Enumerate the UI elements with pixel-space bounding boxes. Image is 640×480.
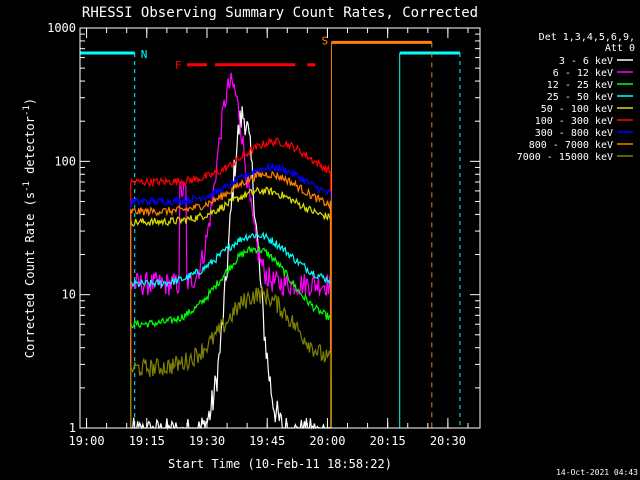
- legend-entry-label: 100 - 300 keV: [535, 116, 613, 127]
- y-tick-label: 100: [54, 154, 76, 168]
- chart-title: RHESSI Observing Summary Count Rates, Co…: [82, 5, 478, 21]
- series-line: [130, 245, 332, 429]
- series-line: [130, 286, 332, 429]
- flare-label: F: [175, 59, 182, 72]
- x-axis-label: Start Time (10-Feb-11 18:58:22): [168, 457, 392, 471]
- series-line: [130, 161, 332, 429]
- series-line: [130, 186, 332, 429]
- timestamp: 14-Oct-2021 04:43: [556, 468, 638, 477]
- x-tick-label: 19:00: [68, 434, 104, 448]
- x-tick-label: 19:30: [189, 434, 225, 448]
- y-axis: 1 10 100 1000: [47, 21, 480, 435]
- legend-entry-label: 300 - 800 keV: [535, 128, 613, 139]
- x-tick-label: 20:00: [309, 434, 345, 448]
- series-line: [130, 72, 332, 429]
- y-tick-label: 10: [62, 288, 76, 302]
- legend-entry-label: 7000 - 15000 keV: [517, 152, 613, 163]
- legend-entry-label: 50 - 100 keV: [541, 104, 613, 115]
- legend-entry-label: 3 - 6 keV: [559, 56, 613, 67]
- y-tick-label: 1: [69, 421, 76, 435]
- legend-entry-label: 800 - 7000 keV: [529, 140, 613, 151]
- x-axis: 19:00 19:15 19:30 19:45 20:00 20:15 20:30: [68, 28, 469, 448]
- y-axis-label: Corrected Count Rate (s-1 detector-1): [22, 98, 37, 358]
- x-tick-label: 19:15: [129, 434, 165, 448]
- legend-entry-label: 6 - 12 keV: [553, 68, 613, 79]
- saa-label: S: [321, 34, 328, 47]
- series-line: [130, 136, 332, 429]
- plot-frame: [79, 27, 481, 429]
- plot-area: N S F: [80, 34, 461, 431]
- x-tick-label: 20:15: [370, 434, 406, 448]
- night-label: N: [141, 48, 148, 61]
- x-tick-label: 20:30: [430, 434, 466, 448]
- legend-entry-label: 12 - 25 keV: [547, 80, 613, 91]
- legend-entry-label: 25 - 50 keV: [547, 92, 613, 103]
- legend-header: Att 0: [605, 43, 635, 54]
- legend-header: Det 1,3,4,5,6,9,: [539, 32, 635, 43]
- series-line: [130, 231, 332, 429]
- x-tick-label: 19:45: [249, 434, 285, 448]
- y-tick-label: 1000: [47, 21, 76, 35]
- series-line: [130, 170, 332, 429]
